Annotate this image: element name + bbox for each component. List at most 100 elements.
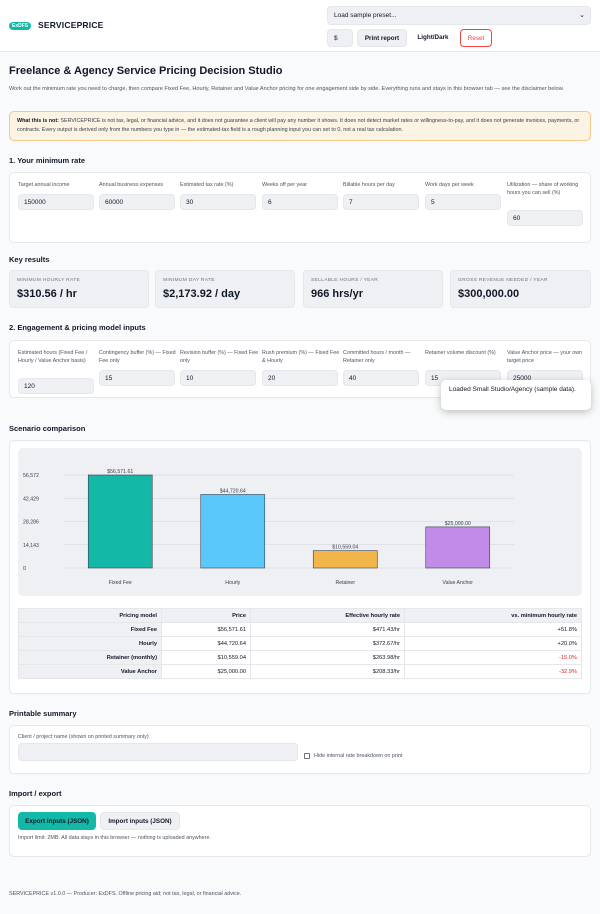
- contingency-label: Contingency buffer (%) — Fixed Fee only: [99, 350, 176, 364]
- disclaimer-body: SERVICEPRICE is not tax, legal, or finan…: [17, 118, 580, 133]
- row-model: Retainer (monthly): [18, 650, 162, 665]
- row-model: Fixed Fee: [18, 622, 162, 637]
- col-rate-header: Effective hourly rate: [250, 608, 405, 623]
- contingency-field: Contingency buffer (%) — Fixed Fee only …: [99, 349, 179, 386]
- tax-rate-label: Estimated tax rate (%): [180, 182, 234, 188]
- revision-input[interactable]: 10: [180, 370, 256, 386]
- row-model: Value Anchor: [18, 664, 162, 679]
- y-tick-label: 0: [23, 566, 26, 572]
- y-tick-label: 42,429: [23, 496, 39, 502]
- row-price: $56,571.61: [161, 622, 251, 637]
- metric-gross-revenue: GROSS REVENUE NEEDED / YEAR $300,000.00: [450, 270, 591, 308]
- metric-value: $310.56 / hr: [17, 288, 77, 300]
- print-report-button[interactable]: Print report: [357, 29, 407, 47]
- metric-label: MINIMUM HOURLY RATE: [17, 278, 81, 283]
- theme-toggle-button[interactable]: Light/Dark: [417, 34, 449, 41]
- reset-button[interactable]: Reset: [460, 29, 492, 47]
- committed-hours-field: Committed hours / month — Retainer only …: [343, 349, 423, 386]
- minimum-rate-card: Target annual income 150000 Annual busin…: [9, 172, 591, 243]
- row-model: Hourly: [18, 636, 162, 651]
- estimated-hours-label: Estimated hours (Fixed Fee / Hourly / Va…: [18, 350, 88, 364]
- chevron-down-icon: ⌄: [579, 12, 585, 19]
- chart-bar: [200, 494, 266, 569]
- bar-value-label: $56,571.61: [107, 469, 133, 475]
- rush-premium-label: Rush premium (%) — Fixed Fee & Hourly: [262, 350, 340, 364]
- chart-bar: [425, 526, 491, 569]
- metric-value: $2,173.92 / day: [163, 288, 241, 300]
- committed-hours-input[interactable]: 40: [343, 370, 419, 386]
- x-tick-label: Hourly: [225, 580, 240, 586]
- row-rate: $208.33/hr: [250, 664, 405, 679]
- metric-label: SELLABLE HOURS / YEAR: [311, 278, 379, 283]
- row-price: $25,000.00: [161, 664, 251, 679]
- billable-hours-field: Billable hours per day 7: [343, 181, 423, 210]
- estimated-hours-field: Estimated hours (Fixed Fee / Hourly / Va…: [18, 349, 96, 394]
- business-expenses-field: Annual business expenses 60000: [99, 181, 179, 210]
- logo-badge: ExDFS: [9, 22, 32, 30]
- key-results-title: Key results: [9, 255, 50, 264]
- bar-value-label: $25,000.00: [445, 521, 471, 527]
- metric-sellable-hours: SELLABLE HOURS / YEAR 966 hrs/yr: [303, 270, 443, 308]
- intro-text: Work out the minimum rate you need to ch…: [9, 86, 565, 92]
- chart-bar: [87, 474, 153, 569]
- engagement-title: 2. Engagement & pricing model inputs: [9, 323, 146, 332]
- table-row: Hourly $44,720.64 $372.67/hr +20.0%: [18, 636, 582, 651]
- col-price-header: Price: [161, 608, 251, 623]
- toast-notification: Loaded Small Studio/Agency (sample data)…: [441, 380, 591, 410]
- business-expenses-label: Annual business expenses: [99, 182, 164, 188]
- work-days-input[interactable]: 5: [425, 194, 501, 210]
- scenario-chart: 0 14,143 28,286 42,429 56,572 $56,571.61 Fixed…: [18, 448, 582, 596]
- preset-select[interactable]: Load sample preset... ⌄: [327, 6, 591, 25]
- hide-breakdown-checkbox[interactable]: [304, 753, 310, 759]
- scenario-table: Pricing model Price Effective hourly rat…: [18, 608, 582, 679]
- y-tick-label: 56,572: [23, 473, 39, 479]
- table-row: Fixed Fee $56,571.61 $471.43/hr +51.8%: [18, 622, 582, 637]
- row-rate: $372.67/hr: [250, 636, 405, 651]
- row-price: $44,720.64: [161, 636, 251, 651]
- x-tick-label: Fixed Fee: [109, 580, 132, 586]
- currency-input[interactable]: $: [327, 29, 353, 47]
- footer-text: SERVICEPRICE v1.0.0 — Producer: ExDFS. O…: [9, 891, 242, 897]
- col-model-header: Pricing model: [18, 608, 162, 623]
- business-expenses-input[interactable]: 60000: [99, 194, 175, 210]
- table-header-row: Pricing model Price Effective hourly rat…: [18, 608, 582, 623]
- target-income-input[interactable]: 150000: [18, 194, 94, 210]
- x-tick-label: Retainer: [335, 580, 355, 586]
- io-card: [9, 805, 591, 857]
- table-row: Value Anchor $25,000.00 $208.33/hr -32.9…: [18, 664, 582, 679]
- bar-value-label: $10,559.04: [332, 545, 358, 551]
- row-price: $10,559.04: [161, 650, 251, 665]
- hide-breakdown-label: Hide internal rate breakdown on print: [314, 753, 403, 759]
- metric-value: 966 hrs/yr: [311, 288, 363, 300]
- row-rate: $471.43/hr: [250, 622, 405, 637]
- col-diff-header: vs. minimum hourly rate: [404, 608, 582, 623]
- engagement-card: Estimated hours (Fixed Fee / Hourly / Va…: [9, 340, 591, 398]
- import-json-button[interactable]: Import inputs (JSON): [100, 812, 180, 830]
- revision-label: Revision buffer (%) — Fixed Fee only: [180, 350, 259, 364]
- weeks-off-input[interactable]: 6: [262, 194, 338, 210]
- preset-select-value: Load sample preset...: [334, 12, 397, 19]
- tax-rate-field: Estimated tax rate (%) 30: [180, 181, 260, 210]
- billable-hours-input[interactable]: 7: [343, 194, 419, 210]
- metric-label: MINIMUM DAY RATE: [163, 278, 215, 283]
- contingency-input[interactable]: 15: [99, 370, 175, 386]
- estimated-hours-input[interactable]: 120: [18, 378, 94, 394]
- utilization-input[interactable]: 60: [507, 210, 583, 226]
- tax-rate-input[interactable]: 30: [180, 194, 256, 210]
- weeks-off-label: Weeks off per year: [262, 182, 308, 188]
- billable-hours-label: Billable hours per day: [343, 182, 395, 188]
- import-note: Import limit: 2MB. All data stays in thi…: [18, 835, 211, 841]
- work-days-label: Work days per week: [425, 182, 474, 188]
- rush-premium-input[interactable]: 20: [262, 370, 338, 386]
- table-row: Retainer (monthly) $10,559.04 $263.98/hr…: [18, 650, 582, 665]
- y-tick-label: 28,286: [23, 520, 39, 526]
- disclaimer-lead: What this is not:: [17, 118, 59, 124]
- row-diff: +51.8%: [404, 622, 582, 637]
- row-diff: +20.0%: [404, 636, 582, 651]
- scenario-title: Scenario comparison: [9, 424, 86, 433]
- export-json-button[interactable]: Export inputs (JSON): [18, 812, 96, 830]
- x-tick-label: Value Anchor: [443, 580, 474, 586]
- client-name-input[interactable]: [18, 743, 298, 761]
- metric-min-hourly: MINIMUM HOURLY RATE $310.56 / hr: [9, 270, 149, 308]
- revision-field: Revision buffer (%) — Fixed Fee only 10: [180, 349, 260, 386]
